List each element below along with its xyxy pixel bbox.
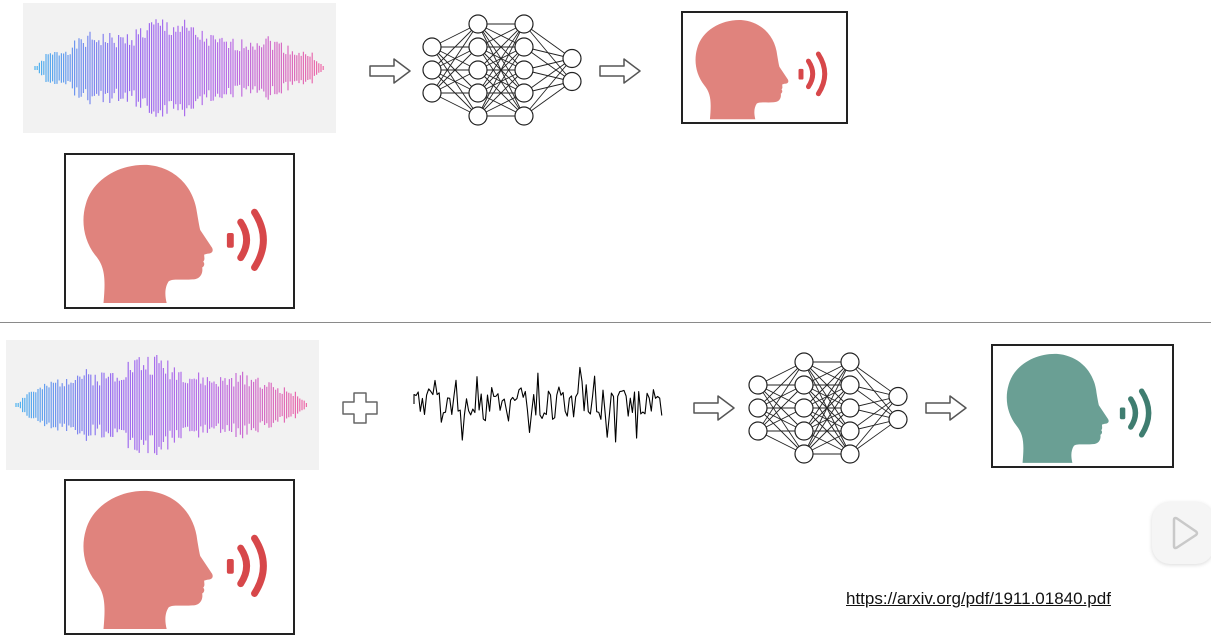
- arrow-icon: [368, 56, 412, 86]
- reference-speaker-box-bottom: [64, 479, 295, 635]
- input-speech-waveform-bottom: [6, 340, 319, 470]
- speech-waveform-icon: [15, 355, 308, 455]
- speaker-head-icon: [1006, 353, 1152, 463]
- plus-icon: [341, 391, 379, 425]
- output-speaker-box-bottom: [991, 344, 1174, 468]
- arrow-icon: [924, 393, 968, 423]
- arrow-icon: [692, 393, 736, 423]
- play-button[interactable]: [1152, 502, 1211, 564]
- speaker-head-icon: [695, 19, 828, 120]
- neural-network-icon: [744, 348, 914, 468]
- neural-network-icon: [418, 10, 588, 130]
- noise-signal-icon: [410, 362, 666, 444]
- input-speech-waveform-top: [23, 3, 336, 133]
- speaker-head-icon: [83, 164, 267, 304]
- output-speaker-box-top: [681, 11, 848, 124]
- source-link[interactable]: https://arxiv.org/pdf/1911.01840.pdf: [846, 589, 1111, 608]
- reference-speaker-box-top: [64, 153, 295, 309]
- play-icon: [1172, 516, 1199, 550]
- speaker-head-icon: [83, 490, 267, 630]
- section-divider: [0, 322, 1211, 323]
- arrow-icon: [598, 56, 642, 86]
- speech-waveform-icon: [34, 19, 325, 117]
